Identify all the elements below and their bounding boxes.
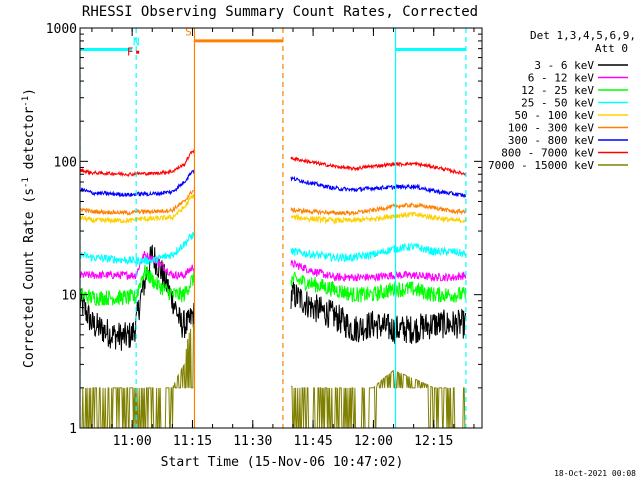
series-line (80, 244, 195, 351)
y-tick-label: 1000 (46, 22, 77, 37)
x-tick-label: 11:15 (173, 434, 212, 449)
y-tick-label: 1 (69, 422, 77, 437)
legend-label: 6 - 12 keV (528, 72, 595, 85)
series-line (80, 193, 195, 225)
x-axis-label: Start Time (15-Nov-06 10:47:02) (161, 455, 404, 470)
y-tick-label: 100 (54, 155, 77, 170)
flag-label: S (185, 25, 192, 38)
series-line (80, 232, 195, 267)
series-line (80, 168, 195, 198)
series-line (290, 259, 467, 283)
series-line (290, 202, 467, 217)
legend-label: 300 - 800 keV (508, 134, 594, 147)
legend-label: 800 - 7000 keV (501, 147, 594, 160)
series-line (80, 264, 195, 307)
axes: 11:00 11:15 11:30 11:45 12:00 12:15 1 10 100 1000 (46, 22, 482, 449)
series-line (290, 271, 467, 303)
legend-label: 3 - 6 keV (534, 59, 594, 72)
plot-area: FN S (80, 25, 467, 428)
chart-title: RHESSI Observing Summary Count Rates, Co… (82, 4, 478, 20)
x-tick-label: 11:00 (113, 434, 152, 449)
plot-frame (79, 27, 483, 429)
series-line (290, 369, 466, 428)
flag-label: F (127, 46, 134, 59)
legend-label: 7000 - 15000 keV (488, 159, 594, 172)
x-tick-label: 11:45 (294, 434, 333, 449)
legend-label: 25 - 50 keV (521, 97, 594, 110)
series-line (80, 251, 195, 280)
x-tick-label: 12:15 (414, 434, 453, 449)
flag-label: N (133, 35, 140, 48)
series-line (290, 281, 467, 344)
series-line (291, 211, 467, 225)
y-axis-label: Corrected Count Rate (s-1 detector-1) (21, 88, 37, 368)
timestamp: 18-Oct-2021 00:08 (554, 469, 636, 478)
legend-label: 12 - 25 keV (521, 84, 594, 97)
y-tick-label: 10 (61, 289, 77, 304)
legend-subtitle: Att 0 (595, 42, 628, 55)
series-line (80, 149, 195, 178)
series-line (290, 242, 467, 263)
series-line (80, 190, 195, 216)
series-line (290, 175, 467, 198)
series-line (80, 323, 195, 428)
series-line (290, 156, 466, 176)
legend-title: Det 1,3,4,5,6,9, (530, 29, 636, 42)
x-tick-label: 12:00 (354, 434, 393, 449)
legend-label: 50 - 100 keV (515, 109, 595, 122)
legend-label: 100 - 300 keV (508, 122, 594, 135)
flag-dot (136, 50, 140, 54)
x-tick-label: 11:30 (233, 434, 272, 449)
